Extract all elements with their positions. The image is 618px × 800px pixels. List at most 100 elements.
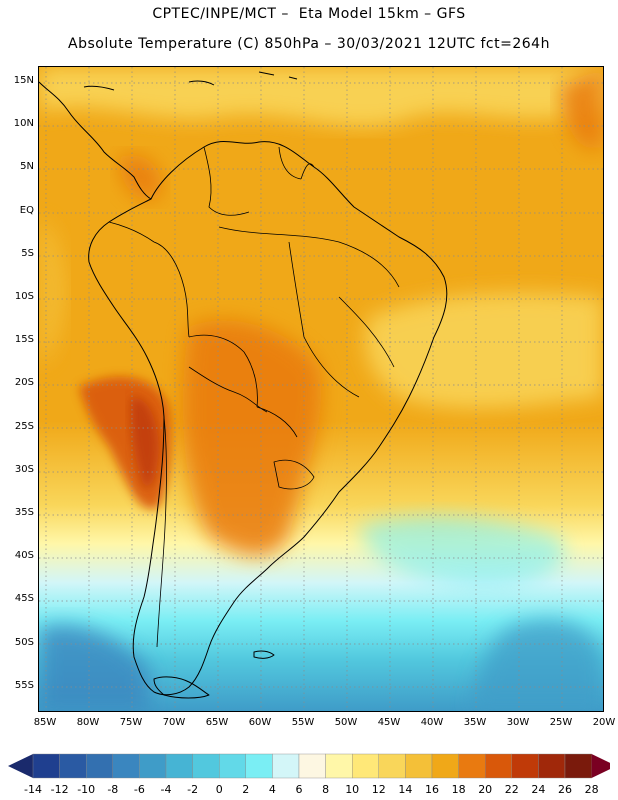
colorbar-swatch — [538, 753, 566, 779]
latitude-label: 50S — [14, 636, 34, 648]
latitude-label: 15S — [14, 334, 34, 346]
border-brazil-states-3 — [338, 296, 395, 368]
field-north-yellow — [39, 67, 603, 127]
colorbar-swatch — [405, 753, 433, 779]
colorbar-swatch — [85, 753, 113, 779]
latitude-label: EQ — [19, 204, 34, 216]
colorbar-tick-label: 14 — [398, 783, 413, 796]
colorbar — [8, 753, 610, 779]
latitude-label: 25S — [14, 420, 34, 432]
colorbar-swatch — [485, 753, 513, 779]
central-america-coast — [39, 81, 152, 200]
latitude-label: 10S — [14, 291, 34, 302]
field-pacific-yellow — [39, 217, 66, 367]
border-colombia-venezuela — [203, 146, 250, 216]
colorbar-swatch — [431, 753, 459, 779]
latitude-label: 30S — [14, 463, 34, 475]
colorbar-tick-label: 18 — [451, 783, 466, 796]
border-bolivia-paraguay — [188, 366, 268, 413]
colorbar-swatch — [139, 753, 167, 779]
border-brazil-states-2 — [288, 241, 360, 398]
latitude-label: 20S — [14, 377, 34, 389]
colorbar-tick-label: -2 — [187, 783, 199, 796]
longitude-label: 30W — [506, 717, 530, 728]
colorbar-over-arrow — [591, 754, 610, 778]
caribbean-islands — [83, 71, 298, 91]
field-hot-peak — [130, 397, 159, 488]
longitude-label: 25W — [549, 717, 573, 728]
border-uruguay — [273, 459, 315, 490]
longitude-label: 40W — [420, 717, 444, 728]
coastlines — [39, 71, 448, 699]
colorbar-tick-label: 16 — [425, 783, 439, 796]
colorbar-swatch — [272, 753, 300, 779]
latitude-label: 5S — [21, 247, 34, 259]
latitude-label: 35S — [14, 507, 34, 518]
colorbar-swatch — [298, 753, 326, 779]
latitude-label: 40S — [14, 550, 34, 562]
longitude-label: 20W — [592, 717, 616, 728]
latitude-label: 45S — [14, 593, 34, 605]
border-guianas — [278, 146, 315, 180]
colorbar-swatch — [112, 753, 140, 779]
longitude-label: 60W — [248, 717, 272, 728]
colorbar-swatch — [32, 753, 60, 779]
longitude-label: 85W — [33, 717, 57, 728]
colorbar-swatch — [245, 753, 273, 779]
map-gridlines — [39, 67, 603, 711]
colorbar-tick-label: 26 — [558, 783, 572, 796]
colorbar-tick-label: 20 — [478, 783, 493, 796]
colorbar-tick-label: 24 — [531, 783, 546, 796]
longitude-label: 45W — [377, 717, 401, 728]
colorbar-tick-label: -14 — [24, 783, 42, 796]
colorbar-tick-label: 8 — [322, 783, 330, 796]
latitude-label: 15N — [13, 75, 34, 86]
colorbar-swatch — [511, 753, 539, 779]
colorbar-tick-label: -6 — [133, 783, 145, 796]
field-cold-se — [469, 619, 603, 711]
colorbar-swatch — [59, 753, 87, 779]
longitude-label: 70W — [162, 717, 186, 728]
latitude-label: 55S — [14, 679, 34, 691]
field-warm-nw — [119, 155, 162, 200]
colorbar-tick-label: -12 — [50, 783, 69, 796]
field-warm-ne — [559, 67, 603, 149]
colorbar-swatch — [352, 753, 380, 779]
latitude-label: 5N — [20, 161, 34, 173]
border-chile-argentina — [156, 416, 167, 648]
latitude-label: 10N — [13, 118, 34, 130]
colorbar-tick-label: 10 — [345, 783, 360, 796]
colorbar-tick-label: 0 — [215, 783, 223, 796]
field-warm-central — [183, 320, 322, 556]
falkland-islands — [253, 650, 275, 659]
map-svg — [39, 67, 603, 711]
colorbar-tick-label: -10 — [77, 783, 96, 796]
temperature-map — [38, 66, 604, 712]
colorbar-swatch — [165, 753, 193, 779]
colorbar-swatch — [192, 753, 220, 779]
border-brazil-bolivia — [188, 334, 258, 408]
colorbar-swatch — [218, 753, 246, 779]
longitude-label: 80W — [76, 717, 100, 728]
chart-title-line-2: Absolute Temperature (C) 850hPa – 30/03/… — [68, 36, 550, 52]
border-ecuador-peru — [108, 221, 155, 243]
longitude-label: 35W — [463, 717, 487, 728]
colorbar-tick-label: -8 — [107, 783, 119, 796]
colorbar-swatch — [458, 753, 486, 779]
border-paraguay-brazil — [256, 406, 298, 438]
colorbar-swatch — [378, 753, 406, 779]
longitude-label: 75W — [119, 717, 143, 728]
country-borders — [108, 146, 400, 648]
longitude-label: 65W — [205, 717, 229, 728]
border-brazil-states-1 — [218, 226, 400, 288]
colorbar-tick-label: 2 — [242, 783, 250, 796]
colorbar-tick-label: 6 — [295, 783, 303, 796]
colorbar-tick-label: 28 — [584, 783, 599, 796]
colorbar-swatch — [325, 753, 353, 779]
field-cold-sw — [39, 624, 149, 711]
chart-title-line-1: CPTEC/INPE/MCT – Eta Model 15km – GFS — [152, 6, 466, 22]
field-cool-mid — [359, 516, 565, 587]
colorbar-tick-label: 4 — [268, 783, 276, 796]
longitude-label: 50W — [334, 717, 358, 728]
tierra-del-fuego — [153, 676, 210, 699]
